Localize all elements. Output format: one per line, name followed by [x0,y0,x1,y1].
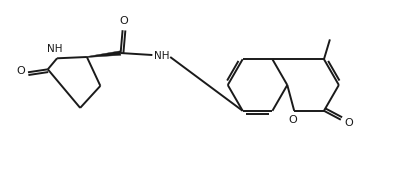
Text: NH: NH [154,51,169,61]
Text: O: O [119,16,128,26]
Polygon shape [87,51,121,58]
Text: O: O [17,66,25,76]
Text: NH: NH [48,44,63,54]
Text: O: O [345,118,353,128]
Text: O: O [289,115,297,125]
